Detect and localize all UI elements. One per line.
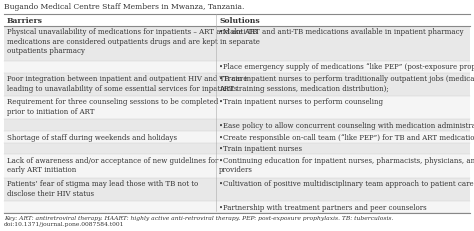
Text: Solutions: Solutions	[219, 17, 260, 25]
Text: •Place emergency supply of medications “like PEP” (post-exposure prophylaxis) in: •Place emergency supply of medications “…	[219, 63, 474, 71]
Bar	[4, 143, 470, 155]
Bar	[4, 73, 470, 97]
Text: •Train inpatient nurses to perform traditionally outpatient jobs (medication cou: •Train inpatient nurses to perform tradi…	[219, 75, 474, 92]
Bar	[4, 61, 470, 73]
Text: •Continuing education for inpatient nurses, pharmacists, physicians, and other h: •Continuing education for inpatient nurs…	[219, 156, 474, 174]
Text: •Cultivation of positive multidisciplinary team approach to patient care: •Cultivation of positive multidisciplina…	[219, 180, 474, 188]
Text: Poor integration between inpatient and outpatient HIV and TB care
leading to una: Poor integration between inpatient and o…	[7, 75, 247, 92]
Text: •Train inpatient nurses to perform counseling: •Train inpatient nurses to perform couns…	[219, 98, 383, 106]
Text: Patients’ fear of stigma may lead those with TB not to
disclose their HIV status: Patients’ fear of stigma may lead those …	[7, 180, 198, 197]
Bar	[4, 27, 470, 61]
Text: •Ease policy to allow concurrent counseling with medication administration: •Ease policy to allow concurrent counsel…	[219, 121, 474, 129]
Bar	[4, 15, 470, 27]
Text: Key: ART: antiretroviral therapy. HAART: highly active anti-retroviral therapy. : Key: ART: antiretroviral therapy. HAART:…	[4, 215, 393, 220]
Text: •Partnership with treatment partners and peer counselors: •Partnership with treatment partners and…	[219, 203, 427, 211]
Text: Barriers: Barriers	[7, 17, 43, 25]
Bar	[4, 201, 470, 213]
Bar	[4, 178, 470, 201]
Text: •Train inpatient nurses: •Train inpatient nurses	[219, 145, 302, 153]
Text: doi:10.1371/journal.pone.0087584.t001: doi:10.1371/journal.pone.0087584.t001	[4, 221, 125, 226]
Bar	[4, 97, 470, 120]
Text: Physical unavailability of medications for inpatients – ART and anti-TB
medicati: Physical unavailability of medications f…	[7, 28, 260, 55]
Text: Lack of awareness and/or acceptance of new guidelines for
early ART initiation: Lack of awareness and/or acceptance of n…	[7, 156, 219, 174]
Bar	[4, 155, 470, 178]
Text: Requirement for three counseling sessions to be completed
prior to initiation of: Requirement for three counseling session…	[7, 98, 218, 116]
Text: •Make ART and anti-TB medications available in inpatient pharmacy: •Make ART and anti-TB medications availa…	[219, 28, 464, 36]
Text: •Create responsible on-call team (“like PEP”) for TB and ART medication administ: •Create responsible on-call team (“like …	[219, 133, 474, 141]
Bar	[4, 131, 470, 143]
Text: Shortage of staff during weekends and holidays: Shortage of staff during weekends and ho…	[7, 133, 177, 141]
Text: Bugando Medical Centre Staff Members in Mwanza, Tanzania.: Bugando Medical Centre Staff Members in …	[4, 3, 245, 11]
Bar	[4, 120, 470, 131]
